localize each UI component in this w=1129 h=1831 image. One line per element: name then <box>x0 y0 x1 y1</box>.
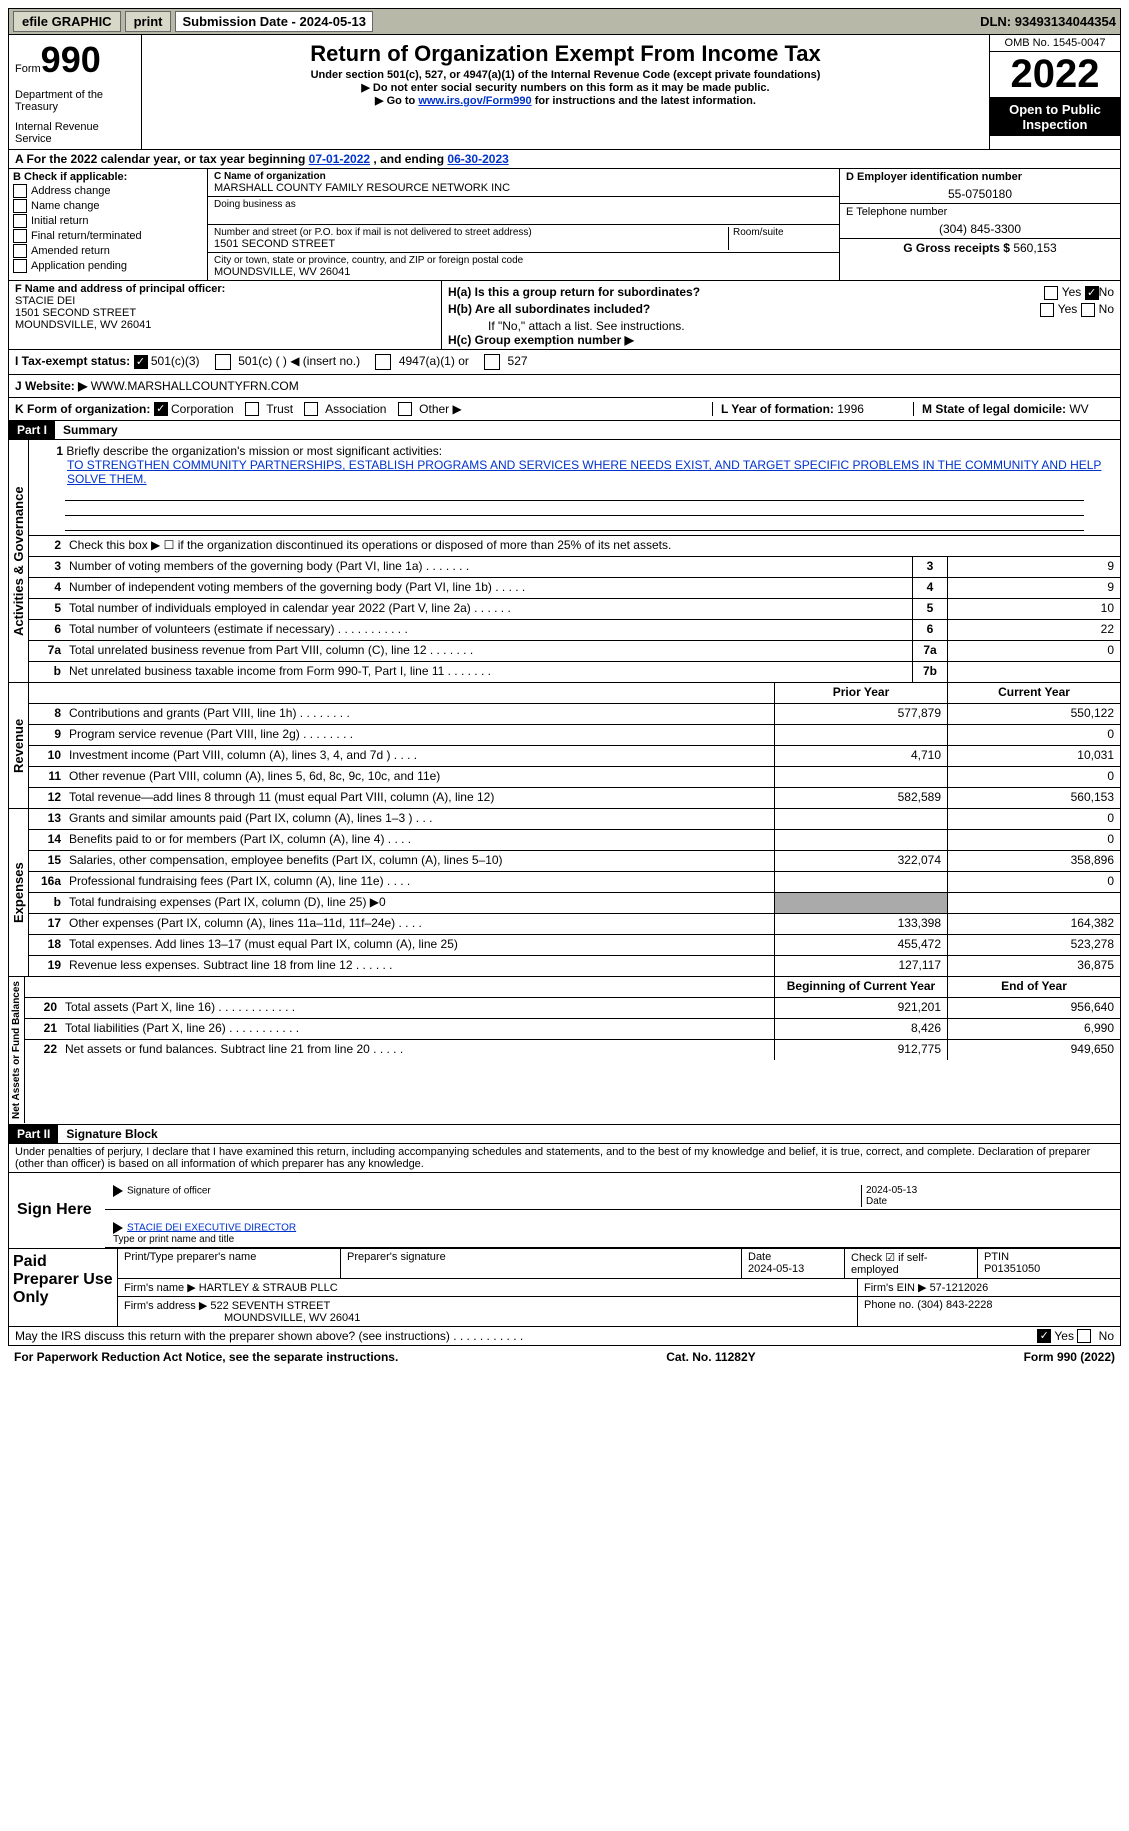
firm-phone: (304) 843-2228 <box>917 1299 992 1311</box>
check-icon: ✓ <box>134 355 148 369</box>
omb-number: OMB No. 1545-0047 <box>990 35 1120 52</box>
arrow-icon <box>113 1222 123 1234</box>
may-irs-row: May the IRS discuss this return with the… <box>8 1327 1121 1347</box>
cb-application[interactable]: Application pending <box>13 259 203 273</box>
efile-button[interactable]: efile GRAPHIC <box>13 11 121 32</box>
org-street: 1501 SECOND STREET <box>214 238 724 250</box>
year-formation: 1996 <box>837 402 864 416</box>
col-b-checkboxes: B Check if applicable: Address change Na… <box>9 169 208 280</box>
row-a-tax-year: A For the 2022 calendar year, or tax yea… <box>8 150 1121 169</box>
check-icon: ✓ <box>154 402 168 416</box>
subtitle-3: ▶ Go to www.irs.gov/Form990 for instruct… <box>148 94 983 107</box>
print-button[interactable]: print <box>125 11 172 32</box>
org-city: MOUNDSVILLE, WV 26041 <box>214 266 833 278</box>
part-1-header: Part I Summary <box>8 421 1121 440</box>
ein-value: 55-0750180 <box>846 187 1114 201</box>
org-name: MARSHALL COUNTY FAMILY RESOURCE NETWORK … <box>214 182 833 194</box>
net-assets-section: Net Assets or Fund Balances Beginning of… <box>8 977 1121 1124</box>
cb-name-change[interactable]: Name change <box>13 199 203 213</box>
dln: DLN: 93493134044354 <box>980 14 1116 29</box>
group-return: H(a) Is this a group return for subordin… <box>442 281 1120 349</box>
part-2-header: Part II Signature Block <box>8 1125 1121 1144</box>
gross-receipts: 560,153 <box>1013 241 1056 255</box>
open-inspection: Open to Public Inspection <box>990 98 1120 136</box>
form-title: Return of Organization Exempt From Incom… <box>148 41 983 67</box>
firm-name: HARTLEY & STRAUB PLLC <box>199 1282 338 1294</box>
section-bcd: B Check if applicable: Address change Na… <box>8 169 1121 281</box>
cat-number: Cat. No. 11282Y <box>666 1350 755 1364</box>
col-c-org-info: C Name of organization MARSHALL COUNTY F… <box>208 169 839 280</box>
sign-here-label: Sign Here <box>9 1173 105 1248</box>
year-box: OMB No. 1545-0047 2022 Open to Public In… <box>989 35 1120 149</box>
section-fh: F Name and address of principal officer:… <box>8 281 1121 350</box>
form-title-box: Return of Organization Exempt From Incom… <box>142 35 989 149</box>
paperwork-notice: For Paperwork Reduction Act Notice, see … <box>14 1350 398 1364</box>
sig-date: 2024-05-13 <box>866 1185 917 1196</box>
irs-label: Internal Revenue Service <box>15 121 135 145</box>
perjury-declaration: Under penalties of perjury, I declare th… <box>9 1144 1120 1172</box>
cb-amended[interactable]: Amended return <box>13 244 203 258</box>
website-row: J Website: ▶ WWW.MARSHALLCOUNTYFRN.COM <box>8 375 1121 398</box>
cb-address-change[interactable]: Address change <box>13 184 203 198</box>
signature-block: Under penalties of perjury, I declare th… <box>8 1144 1121 1327</box>
section-klm: K Form of organization: ✓ Corporation Tr… <box>8 398 1121 422</box>
dept-label: Department of the Treasury <box>15 89 135 113</box>
arrow-icon <box>113 1185 123 1197</box>
check-icon: ✓ <box>1085 286 1099 300</box>
col-d-ein: D Employer identification number 55-0750… <box>839 169 1120 280</box>
principal-officer: F Name and address of principal officer:… <box>9 281 442 349</box>
state-domicile: WV <box>1069 402 1088 416</box>
form-ref: Form 990 (2022) <box>1024 1350 1115 1364</box>
form-number-box: Form990 Department of the Treasury Inter… <box>9 35 142 149</box>
revenue-section: Revenue Prior YearCurrent Year 8Contribu… <box>8 683 1121 809</box>
irs-link[interactable]: www.irs.gov/Form990 <box>418 95 531 107</box>
cb-initial-return[interactable]: Initial return <box>13 214 203 228</box>
check-icon: ✓ <box>1037 1329 1051 1343</box>
footer: For Paperwork Reduction Act Notice, see … <box>8 1346 1121 1368</box>
governance-section: Activities & Governance 1 Briefly descri… <box>8 440 1121 683</box>
tax-year: 2022 <box>990 52 1120 98</box>
vtab-revenue: Revenue <box>9 683 29 808</box>
expenses-section: Expenses 13Grants and similar amounts pa… <box>8 809 1121 977</box>
firm-address: 522 SEVENTH STREET <box>210 1300 330 1312</box>
submission-date: Submission Date - 2024-05-13 <box>175 11 373 32</box>
tax-exempt-status: I Tax-exempt status: ✓ 501(c)(3) 501(c) … <box>8 350 1121 375</box>
subtitle-2: ▶ Do not enter social security numbers o… <box>148 81 983 94</box>
top-toolbar: efile GRAPHIC print Submission Date - 20… <box>8 8 1121 35</box>
ptin-value: P01351050 <box>984 1263 1040 1275</box>
subtitle-1: Under section 501(c), 527, or 4947(a)(1)… <box>148 69 983 81</box>
phone-value: (304) 845-3300 <box>846 222 1114 236</box>
vtab-net-assets: Net Assets or Fund Balances <box>9 977 25 1123</box>
vtab-expenses: Expenses <box>9 809 29 976</box>
paid-preparer-label: Paid Preparer Use Only <box>9 1249 117 1326</box>
mission-text: TO STRENGTHEN COMMUNITY PARTNERSHIPS, ES… <box>67 458 1114 486</box>
officer-name: STACIE DEI EXECUTIVE DIRECTOR <box>127 1222 296 1233</box>
cb-final-return[interactable]: Final return/terminated <box>13 229 203 243</box>
form-header: Form990 Department of the Treasury Inter… <box>8 35 1121 150</box>
website-value: WWW.MARSHALLCOUNTYFRN.COM <box>91 379 299 393</box>
vtab-governance: Activities & Governance <box>9 440 29 682</box>
firm-ein: 57-1212026 <box>930 1282 989 1294</box>
